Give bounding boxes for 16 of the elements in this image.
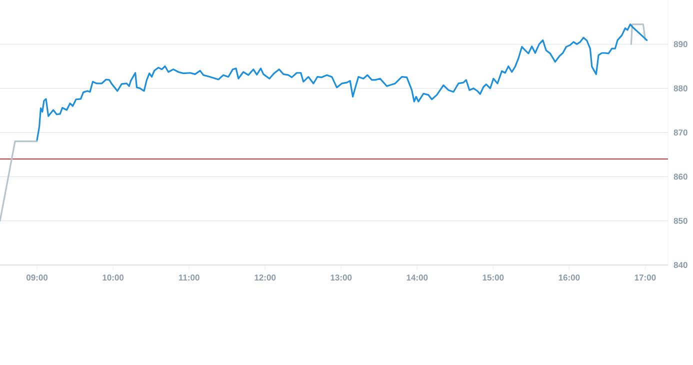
x-tick-label: 14:00	[406, 274, 428, 281]
y-tick-label: 850	[674, 218, 688, 224]
y-tick-label: 870	[674, 130, 688, 136]
y-tick-label: 890	[674, 41, 688, 48]
y-tick-label: 860	[674, 174, 688, 180]
x-tick-label: 13:00	[330, 274, 352, 281]
y-tick-label: 880	[674, 85, 688, 92]
x-tick-label: 10:00	[102, 274, 124, 281]
y-tick-label: 840	[674, 262, 688, 268]
x-tick-label: 11:00	[178, 274, 200, 281]
x-tick-label: 12:00	[254, 274, 276, 281]
x-tick-label: 15:00	[482, 274, 504, 281]
x-tick-label: 09:00	[26, 274, 48, 281]
x-tick-label: 17:00	[634, 274, 656, 281]
line-series	[36, 23, 648, 141]
x-tick-label: 16:00	[558, 274, 580, 281]
